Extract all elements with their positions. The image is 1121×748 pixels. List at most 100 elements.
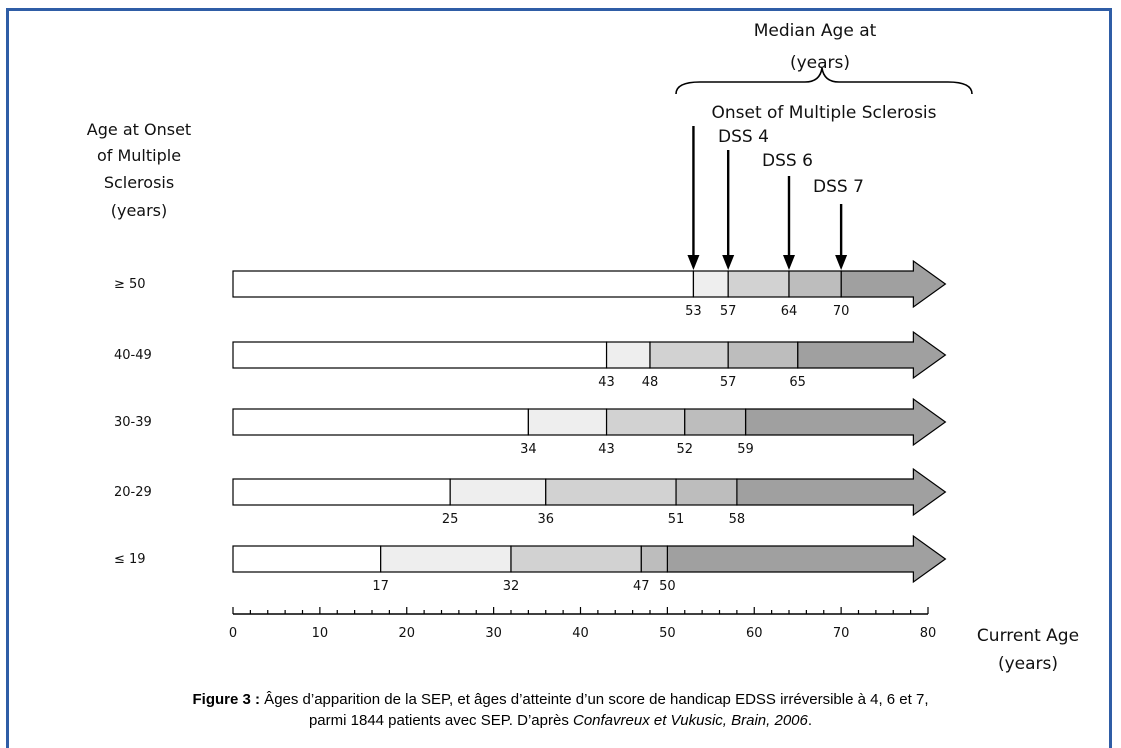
bars: ≥ 50 53 57 64 70 40-49 43 48 57 65 30-39 34 43 52 59 20… [114,259,947,594]
segment-before-onset [232,545,382,573]
age-value-label: 51 [668,512,685,527]
segment-dss6-to-dss7 [684,408,747,436]
dss4-arrow [722,150,735,270]
dss7-arrow-head [835,255,848,270]
segment-before-onset [232,341,608,369]
segment-dss4-to-dss6 [510,545,642,573]
age-value-label: 53 [685,304,702,319]
caption-line2-text: parmi 1844 patients avec SEP. D’après [308,712,573,729]
x-tick-label: 60 [746,626,763,641]
segment-onset-to-dss4 [380,545,512,573]
segment-onset-to-dss4 [692,270,729,298]
age-value-label: 43 [598,375,615,390]
segment-after-dss7 [736,467,947,517]
x-tick-label: 70 [833,626,850,641]
caption-line1-text: Âges d’apparition de la SEP, et âges d’a… [260,691,929,708]
age-value-label: 65 [789,375,806,390]
segment-onset-to-dss4 [527,408,608,436]
segment-dss4-to-dss6 [605,408,686,436]
age-value-label: 43 [598,442,615,457]
x-tick-label: 20 [398,626,415,641]
y-title-line: of Multiple [97,146,181,165]
age-group-row: 30-39 34 43 52 59 [114,397,947,457]
segment-after-dss7 [840,259,947,309]
age-group-label: 40-49 [114,348,152,363]
age-group-label: 20-29 [114,485,152,500]
segment-dss4-to-dss6 [545,478,677,506]
dss7-header-label: DSS 7 [813,177,864,197]
segment-before-onset [232,478,451,506]
onset-header-label: Onset of Multiple Sclerosis [711,103,936,123]
age-value-label: 58 [729,512,746,527]
age-value-label: 57 [720,304,737,319]
y-title-line: (years) [111,201,168,220]
age-value-label: 64 [781,304,798,319]
age-value-label: 48 [642,375,659,390]
median-brace [675,67,973,95]
x-tick-label: 30 [485,626,502,641]
median-age-unit: (years) [790,53,850,73]
segment-dss6-to-dss7 [675,478,738,506]
age-group-row: ≤ 19 17 32 47 50 [114,534,947,594]
caption-end: . [807,712,813,729]
median-age-title: Median Age at [754,21,877,41]
median-arrows [687,126,848,270]
onset-arrow-head [687,255,700,270]
segment-dss6-to-dss7 [727,341,799,369]
age-timeline-chart: Median Age at (years) Onset of Multiple … [87,21,1079,674]
x-tick-label: 40 [572,626,589,641]
onset-arrow [687,126,700,270]
caption-figure-label: Figure 3 : [192,691,261,708]
segment-dss6-to-dss7 [788,270,842,298]
segment-dss4-to-dss6 [727,270,790,298]
dss4-arrow-head [722,255,735,270]
dss6-arrow [783,176,795,270]
figure-caption: Figure 3 : Âges d’apparition de la SEP, … [30,689,1091,731]
age-value-label: 17 [372,579,389,594]
dss4-header-label: DSS 4 [718,127,769,147]
x-title-line: Current Age [977,626,1079,646]
age-value-label: 59 [737,442,754,457]
dss6-arrow-head [783,255,795,270]
x-axis-title: Current Age (years) [977,626,1079,674]
caption-citation: Confavreux et Vukusic, Brain, 2006 [573,712,808,729]
segment-onset-to-dss4 [605,341,651,369]
segment-after-dss7 [797,330,947,380]
segment-dss4-to-dss6 [649,341,729,369]
age-value-label: 32 [503,579,520,594]
x-tick-label: 80 [920,626,937,641]
age-value-label: 70 [833,304,850,319]
age-group-row: 20-29 25 36 51 58 [114,467,947,527]
age-value-label: 34 [520,442,537,457]
segment-before-onset [232,408,529,436]
age-value-label: 25 [442,512,459,527]
segment-after-dss7 [744,397,947,447]
dss7-arrow [835,204,848,270]
age-group-row: ≥ 50 53 57 64 70 [114,259,947,319]
age-value-label: 47 [633,579,650,594]
x-axis: 0 10 20 30 40 50 60 70 80 [229,607,936,641]
age-value-label: 50 [659,579,676,594]
age-group-label: ≤ 19 [114,552,146,567]
x-tick-label: 10 [312,626,329,641]
chart-header: Median Age at (years) Onset of Multiple … [675,21,973,197]
x-tick-label: 50 [659,626,676,641]
x-tick-label: 0 [229,626,237,641]
segment-onset-to-dss4 [449,478,547,506]
age-group-label: 30-39 [114,415,152,430]
age-value-label: 36 [537,512,554,527]
age-group-label: ≥ 50 [114,277,146,292]
segment-before-onset [232,270,695,298]
segment-after-dss7 [666,534,947,584]
y-title-line: Sclerosis [104,173,174,192]
dss6-header-label: DSS 6 [762,151,813,171]
x-title-line: (years) [998,654,1058,674]
age-value-label: 52 [676,442,693,457]
age-value-label: 57 [720,375,737,390]
caption-line-2: parmi 1844 patients avec SEP. D’après Co… [30,710,1091,731]
y-title-line: Age at Onset [87,120,191,139]
y-axis-title: Age at Onset of Multiple Sclerosis (years) [87,120,191,220]
segment-dss6-to-dss7 [640,545,668,573]
caption-line-1: Figure 3 : Âges d’apparition de la SEP, … [30,689,1091,710]
figure-frame [6,8,1112,748]
